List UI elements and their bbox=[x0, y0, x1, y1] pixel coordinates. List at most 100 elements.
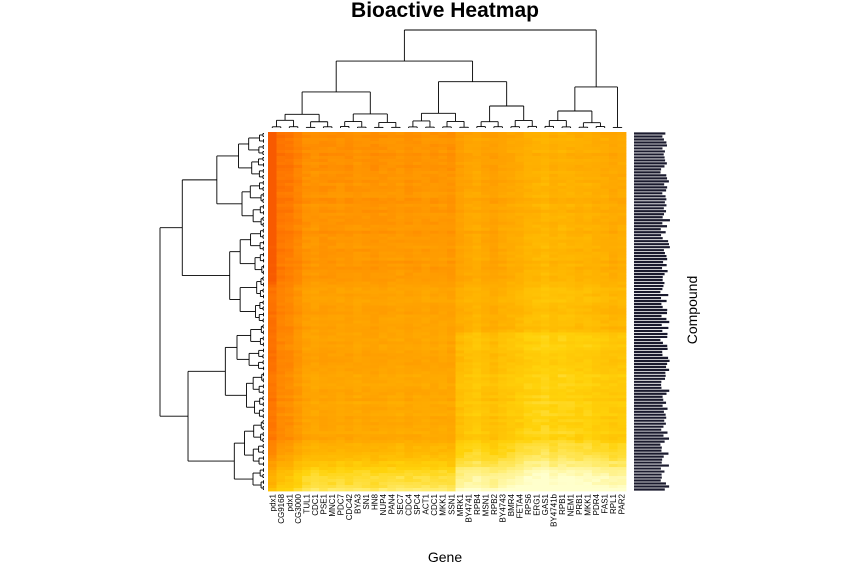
heatmap-cell bbox=[540, 170, 550, 175]
heatmap-cell bbox=[302, 236, 312, 241]
heatmap-cell bbox=[268, 233, 277, 238]
heatmap-cell bbox=[387, 170, 397, 175]
heatmap-cell bbox=[395, 254, 405, 259]
heatmap-cell bbox=[429, 452, 439, 456]
heatmap-cell bbox=[557, 281, 567, 285]
heatmap-cell bbox=[608, 149, 618, 154]
heatmap-cell bbox=[540, 299, 550, 303]
heatmap-cell bbox=[438, 356, 448, 360]
heatmap-cell bbox=[293, 374, 303, 378]
heatmap-cell bbox=[285, 383, 294, 387]
heatmap-cell bbox=[285, 404, 294, 408]
heatmap-cell bbox=[574, 347, 584, 351]
heatmap-cell bbox=[285, 170, 294, 175]
heatmap-cell bbox=[472, 437, 482, 441]
heatmap-cell bbox=[421, 317, 431, 321]
heatmap-cell bbox=[421, 293, 431, 297]
heatmap-cell bbox=[285, 149, 294, 154]
heatmap-cell bbox=[515, 308, 525, 312]
heatmap-cell bbox=[353, 320, 363, 324]
heatmap-cell bbox=[498, 134, 508, 139]
heatmap-cell bbox=[506, 437, 516, 441]
heatmap-cell bbox=[557, 149, 567, 154]
heatmap-cell bbox=[523, 230, 533, 235]
heatmap-cell bbox=[370, 152, 380, 157]
heatmap-cell bbox=[293, 422, 303, 426]
heatmap-cell bbox=[302, 167, 312, 172]
heatmap-cell bbox=[523, 221, 533, 226]
heatmap-cell bbox=[540, 134, 550, 139]
heatmap-cell bbox=[276, 236, 286, 241]
heatmap-cell bbox=[412, 275, 422, 279]
heatmap-cell bbox=[421, 182, 431, 187]
heatmap-cell bbox=[285, 227, 294, 232]
heatmap-cell bbox=[429, 275, 439, 279]
heatmap-cell bbox=[438, 308, 448, 312]
heatmap-cell bbox=[566, 197, 576, 202]
heatmap-cell bbox=[617, 320, 627, 324]
heatmap-cell bbox=[498, 413, 508, 417]
heatmap-cell bbox=[361, 419, 371, 423]
heatmap-cell bbox=[489, 392, 499, 396]
heatmap-cell bbox=[378, 221, 388, 226]
heatmap-cell bbox=[583, 161, 593, 166]
heatmap-cell bbox=[489, 335, 499, 339]
heatmap-cell bbox=[566, 185, 576, 190]
heatmap-cell bbox=[455, 320, 465, 324]
heatmap-cell bbox=[464, 398, 473, 402]
heatmap-cell bbox=[361, 431, 371, 435]
heatmap-cell bbox=[327, 368, 337, 372]
heatmap-cell bbox=[472, 197, 482, 202]
heatmap-cell bbox=[378, 200, 388, 205]
heatmap-cell bbox=[506, 389, 516, 393]
heatmap-cell bbox=[378, 161, 388, 166]
heatmap-cell bbox=[489, 431, 499, 435]
heatmap-cell bbox=[404, 182, 414, 187]
heatmap-cell bbox=[268, 320, 277, 324]
heatmap-cell bbox=[395, 140, 405, 145]
heatmap-cell bbox=[412, 245, 422, 250]
heatmap-cell bbox=[293, 161, 303, 166]
heatmap-cell bbox=[336, 425, 346, 429]
heatmap-cell bbox=[438, 428, 448, 432]
heatmap-cell bbox=[404, 254, 414, 259]
heatmap-cell bbox=[421, 188, 431, 193]
heatmap-cell bbox=[336, 296, 346, 300]
heatmap-cell bbox=[302, 344, 312, 348]
heatmap-cell bbox=[532, 161, 542, 166]
heatmap-cell bbox=[361, 314, 371, 318]
heatmap-cell bbox=[506, 323, 516, 327]
heatmap-cell bbox=[549, 275, 559, 279]
heatmap-cell bbox=[557, 290, 567, 294]
heatmap-cell bbox=[336, 350, 346, 354]
heatmap-cell bbox=[574, 359, 584, 363]
heatmap-cell bbox=[566, 209, 576, 214]
heatmap-cell bbox=[387, 416, 397, 420]
heatmap-cell bbox=[574, 320, 584, 324]
heatmap-cell bbox=[455, 194, 465, 199]
heatmap-cell bbox=[378, 350, 388, 354]
heatmap-cell bbox=[276, 401, 286, 405]
heatmap-cell bbox=[293, 278, 303, 282]
heatmap-cell bbox=[395, 278, 405, 282]
heatmap-cell bbox=[438, 359, 448, 363]
heatmap-cell bbox=[361, 371, 371, 375]
heatmap-cell bbox=[421, 425, 431, 429]
heatmap-cell bbox=[412, 404, 422, 408]
heatmap-cell bbox=[336, 371, 346, 375]
heatmap-cell bbox=[302, 365, 312, 369]
heatmap-cell bbox=[438, 362, 448, 366]
heatmap-cell bbox=[319, 275, 329, 279]
heatmap-cell bbox=[293, 350, 303, 354]
heatmap-cell bbox=[523, 215, 533, 220]
heatmap-cell bbox=[557, 155, 567, 160]
heatmap-cell bbox=[344, 425, 354, 429]
heatmap-cell bbox=[293, 176, 303, 181]
heatmap-cell bbox=[378, 425, 388, 429]
heatmap-cell bbox=[268, 416, 277, 420]
heatmap-cell bbox=[481, 431, 491, 435]
heatmap-cell bbox=[370, 368, 380, 372]
heatmap-cell bbox=[600, 440, 610, 444]
heatmap-cell bbox=[285, 218, 294, 223]
heatmap-cell bbox=[404, 275, 414, 279]
